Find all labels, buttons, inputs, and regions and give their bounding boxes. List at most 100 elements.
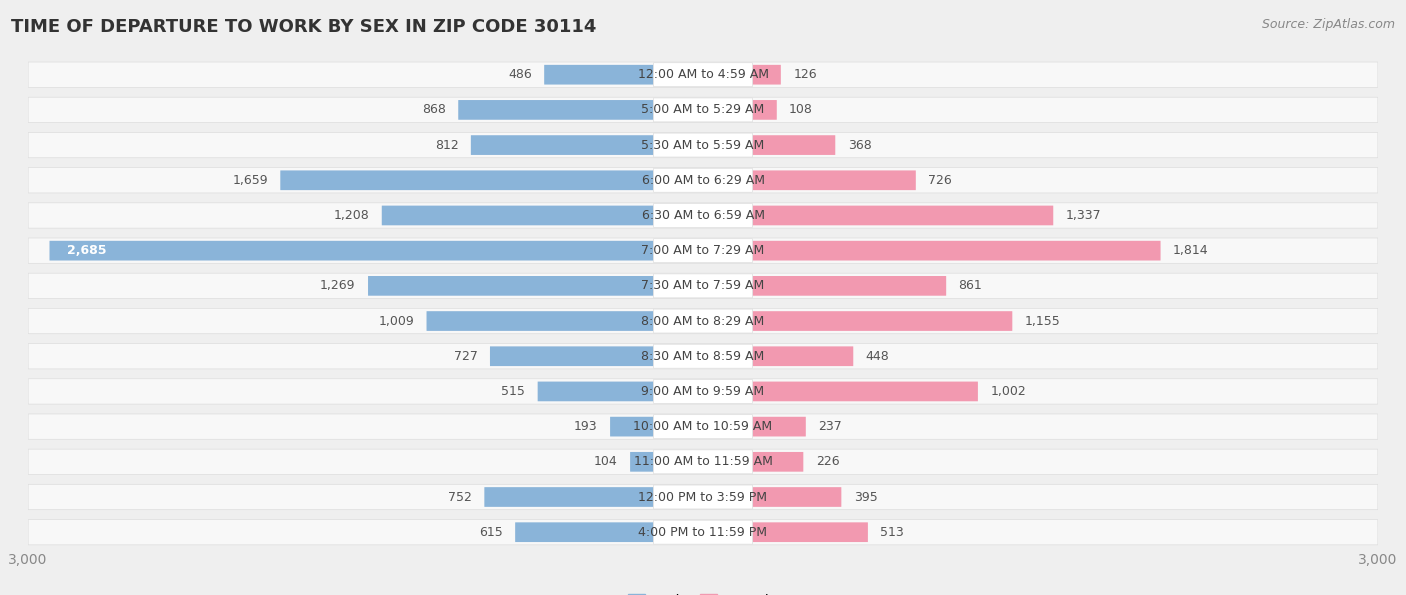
FancyBboxPatch shape	[28, 133, 1378, 158]
FancyBboxPatch shape	[654, 520, 752, 544]
Text: 812: 812	[434, 139, 458, 152]
FancyBboxPatch shape	[654, 133, 752, 157]
Text: 237: 237	[818, 420, 842, 433]
Text: 108: 108	[789, 104, 813, 117]
Text: 752: 752	[449, 490, 472, 503]
FancyBboxPatch shape	[28, 308, 1378, 334]
Text: 11:00 AM to 11:59 AM: 11:00 AM to 11:59 AM	[634, 455, 772, 468]
Text: 726: 726	[928, 174, 952, 187]
Text: 1,659: 1,659	[232, 174, 269, 187]
FancyBboxPatch shape	[752, 241, 1160, 261]
FancyBboxPatch shape	[752, 65, 780, 84]
Text: 4:00 PM to 11:59 PM: 4:00 PM to 11:59 PM	[638, 526, 768, 538]
FancyBboxPatch shape	[654, 345, 752, 368]
Legend: Male, Female: Male, Female	[623, 588, 783, 595]
Text: 7:00 AM to 7:29 AM: 7:00 AM to 7:29 AM	[641, 244, 765, 257]
FancyBboxPatch shape	[458, 100, 654, 120]
Text: 2,685: 2,685	[67, 244, 107, 257]
FancyBboxPatch shape	[752, 100, 776, 120]
Text: 6:00 AM to 6:29 AM: 6:00 AM to 6:29 AM	[641, 174, 765, 187]
FancyBboxPatch shape	[28, 203, 1378, 228]
FancyBboxPatch shape	[28, 484, 1378, 510]
FancyBboxPatch shape	[382, 206, 654, 226]
Text: 12:00 PM to 3:59 PM: 12:00 PM to 3:59 PM	[638, 490, 768, 503]
FancyBboxPatch shape	[654, 380, 752, 403]
Text: 1,009: 1,009	[378, 315, 415, 327]
FancyBboxPatch shape	[49, 241, 654, 261]
FancyBboxPatch shape	[28, 379, 1378, 404]
FancyBboxPatch shape	[752, 346, 853, 366]
FancyBboxPatch shape	[654, 168, 752, 192]
Text: 5:00 AM to 5:29 AM: 5:00 AM to 5:29 AM	[641, 104, 765, 117]
FancyBboxPatch shape	[28, 62, 1378, 87]
FancyBboxPatch shape	[752, 206, 1053, 226]
FancyBboxPatch shape	[752, 381, 979, 401]
Text: 226: 226	[815, 455, 839, 468]
Text: 615: 615	[479, 526, 503, 538]
Text: 9:00 AM to 9:59 AM: 9:00 AM to 9:59 AM	[641, 385, 765, 398]
Text: 727: 727	[454, 350, 478, 363]
FancyBboxPatch shape	[752, 416, 806, 437]
FancyBboxPatch shape	[537, 381, 654, 401]
FancyBboxPatch shape	[752, 170, 915, 190]
Text: 8:00 AM to 8:29 AM: 8:00 AM to 8:29 AM	[641, 315, 765, 327]
Text: 126: 126	[793, 68, 817, 81]
Text: 6:30 AM to 6:59 AM: 6:30 AM to 6:59 AM	[641, 209, 765, 222]
FancyBboxPatch shape	[489, 346, 654, 366]
FancyBboxPatch shape	[654, 203, 752, 227]
FancyBboxPatch shape	[654, 309, 752, 333]
FancyBboxPatch shape	[28, 238, 1378, 264]
FancyBboxPatch shape	[752, 311, 1012, 331]
FancyBboxPatch shape	[752, 487, 841, 507]
Text: Source: ZipAtlas.com: Source: ZipAtlas.com	[1261, 18, 1395, 31]
Text: 515: 515	[502, 385, 526, 398]
Text: 104: 104	[593, 455, 617, 468]
FancyBboxPatch shape	[752, 522, 868, 542]
Text: 1,269: 1,269	[321, 280, 356, 292]
FancyBboxPatch shape	[630, 452, 654, 472]
Text: 368: 368	[848, 139, 872, 152]
FancyBboxPatch shape	[28, 168, 1378, 193]
FancyBboxPatch shape	[368, 276, 654, 296]
FancyBboxPatch shape	[484, 487, 654, 507]
FancyBboxPatch shape	[654, 450, 752, 474]
FancyBboxPatch shape	[654, 98, 752, 122]
Text: 12:00 AM to 4:59 AM: 12:00 AM to 4:59 AM	[637, 68, 769, 81]
FancyBboxPatch shape	[28, 343, 1378, 369]
FancyBboxPatch shape	[654, 62, 752, 87]
Text: 5:30 AM to 5:59 AM: 5:30 AM to 5:59 AM	[641, 139, 765, 152]
FancyBboxPatch shape	[654, 239, 752, 262]
FancyBboxPatch shape	[610, 416, 654, 437]
FancyBboxPatch shape	[426, 311, 654, 331]
Text: 513: 513	[880, 526, 904, 538]
Text: 448: 448	[866, 350, 890, 363]
Text: TIME OF DEPARTURE TO WORK BY SEX IN ZIP CODE 30114: TIME OF DEPARTURE TO WORK BY SEX IN ZIP …	[11, 18, 596, 36]
Text: 8:30 AM to 8:59 AM: 8:30 AM to 8:59 AM	[641, 350, 765, 363]
FancyBboxPatch shape	[471, 135, 654, 155]
Text: 1,208: 1,208	[333, 209, 370, 222]
Text: 395: 395	[853, 490, 877, 503]
Text: 193: 193	[574, 420, 598, 433]
FancyBboxPatch shape	[28, 414, 1378, 439]
Text: 868: 868	[422, 104, 446, 117]
FancyBboxPatch shape	[28, 273, 1378, 299]
Text: 486: 486	[508, 68, 531, 81]
FancyBboxPatch shape	[28, 519, 1378, 545]
FancyBboxPatch shape	[752, 135, 835, 155]
Text: 7:30 AM to 7:59 AM: 7:30 AM to 7:59 AM	[641, 280, 765, 292]
FancyBboxPatch shape	[544, 65, 654, 84]
Text: 1,002: 1,002	[990, 385, 1026, 398]
FancyBboxPatch shape	[28, 97, 1378, 123]
FancyBboxPatch shape	[654, 415, 752, 439]
Text: 10:00 AM to 10:59 AM: 10:00 AM to 10:59 AM	[634, 420, 772, 433]
Text: 1,155: 1,155	[1025, 315, 1060, 327]
FancyBboxPatch shape	[28, 449, 1378, 474]
FancyBboxPatch shape	[515, 522, 654, 542]
FancyBboxPatch shape	[752, 452, 803, 472]
FancyBboxPatch shape	[752, 276, 946, 296]
FancyBboxPatch shape	[280, 170, 654, 190]
Text: 1,337: 1,337	[1066, 209, 1101, 222]
Text: 1,814: 1,814	[1173, 244, 1209, 257]
FancyBboxPatch shape	[654, 274, 752, 298]
FancyBboxPatch shape	[654, 485, 752, 509]
